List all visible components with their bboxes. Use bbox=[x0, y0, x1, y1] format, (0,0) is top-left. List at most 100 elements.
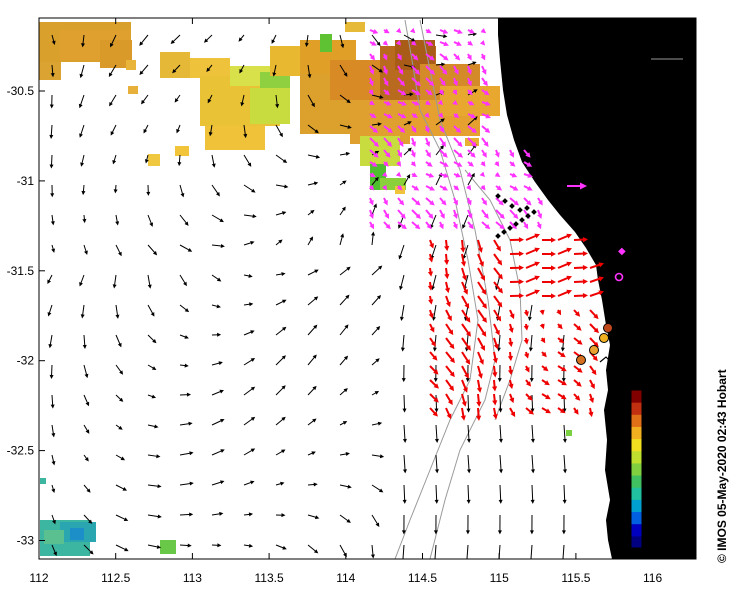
model-arrow bbox=[112, 154, 117, 165]
sst-cell bbox=[128, 86, 138, 94]
radar-arrow bbox=[383, 161, 389, 167]
model-arrow bbox=[307, 181, 319, 186]
model-arrow bbox=[402, 454, 407, 474]
radar-arrow bbox=[477, 239, 483, 253]
model-arrow bbox=[275, 544, 287, 550]
model-arrow bbox=[79, 124, 85, 138]
radar-arrow bbox=[425, 89, 433, 96]
ship-marker bbox=[576, 355, 586, 365]
model-arrow bbox=[307, 385, 317, 396]
radar-arrow bbox=[424, 125, 430, 134]
model-arrow bbox=[211, 361, 223, 366]
radar-arrow bbox=[369, 65, 375, 75]
radar-arrow bbox=[541, 251, 556, 257]
radar-arrow bbox=[425, 161, 433, 167]
model-legend-arrow bbox=[557, 132, 575, 138]
radar-arrow bbox=[369, 221, 375, 230]
colorbar-tick-label: 19 bbox=[647, 457, 659, 469]
model-arrow bbox=[147, 544, 162, 549]
radar-arrow bbox=[429, 323, 435, 333]
radar-arrow bbox=[557, 247, 572, 255]
radar-arrow bbox=[493, 323, 500, 336]
radar-arrow bbox=[445, 295, 451, 308]
radar-arrow bbox=[509, 149, 514, 158]
radar-arrow bbox=[480, 53, 486, 61]
glider-position bbox=[501, 229, 507, 235]
model-arrow bbox=[115, 244, 122, 257]
radar-arrow bbox=[467, 89, 473, 96]
radar-arrow bbox=[477, 295, 487, 309]
model-arrow bbox=[147, 424, 159, 429]
model-arrow bbox=[179, 184, 185, 198]
model-arrow bbox=[115, 304, 120, 319]
model-arrow bbox=[83, 454, 89, 462]
model-arrow bbox=[115, 514, 129, 521]
model-arrow bbox=[275, 355, 286, 366]
radar-arrow bbox=[573, 264, 588, 271]
radar-arrow bbox=[445, 393, 453, 406]
radar-arrow bbox=[525, 261, 540, 269]
model-arrow bbox=[81, 184, 86, 196]
model-arrow bbox=[240, 94, 245, 107]
radar-arrow bbox=[429, 351, 438, 361]
model-arrow bbox=[371, 454, 385, 459]
radar-arrow bbox=[425, 28, 432, 34]
radar-arrow bbox=[369, 40, 377, 46]
radar-arrow bbox=[368, 89, 374, 96]
model-arrow bbox=[399, 274, 405, 291]
model-arrow bbox=[275, 513, 286, 518]
lat-tick-label: -30.5 bbox=[7, 84, 35, 98]
model-arrow bbox=[147, 274, 152, 289]
radar-arrow bbox=[589, 309, 599, 320]
radar-arrow bbox=[509, 185, 519, 191]
radar-arrow bbox=[477, 351, 484, 365]
radar-arrow bbox=[461, 379, 468, 393]
model-arrow bbox=[371, 94, 384, 99]
model-arrow bbox=[179, 543, 192, 548]
radar-arrow bbox=[439, 161, 449, 167]
radar-arrow bbox=[480, 184, 486, 191]
radar-arrow bbox=[494, 172, 501, 178]
model-arrow bbox=[51, 544, 57, 556]
model-arrow bbox=[206, 64, 213, 72]
radar-arrow bbox=[557, 289, 572, 297]
radar-arrow bbox=[383, 221, 391, 230]
radar-arrow bbox=[466, 65, 472, 75]
model-arrow bbox=[147, 334, 157, 344]
radar-arrow bbox=[537, 209, 543, 219]
model-arrow bbox=[275, 124, 283, 138]
model-arrow bbox=[371, 122, 382, 127]
radar-arrow bbox=[383, 149, 391, 158]
colorbar-caption: 4h comp, p50, All Sats bbox=[648, 438, 660, 548]
sst-cell bbox=[345, 22, 365, 32]
radar-legend-line2: (4-12h avg) noQC bbox=[557, 157, 645, 169]
radar-arrow bbox=[429, 407, 438, 417]
model-arrow bbox=[83, 364, 89, 379]
model-arrow bbox=[403, 173, 411, 186]
model-arrow bbox=[110, 124, 117, 136]
radar-arrow bbox=[492, 407, 498, 420]
model-arrow bbox=[211, 449, 225, 456]
radar-arrow bbox=[477, 309, 487, 323]
model-arrow bbox=[239, 64, 245, 74]
radar-arrow bbox=[525, 247, 540, 255]
radar-arrow bbox=[467, 161, 474, 167]
radar-arrow bbox=[589, 290, 604, 297]
sst-cell bbox=[566, 430, 572, 436]
colorbar-segment bbox=[631, 487, 642, 500]
radar-arrow bbox=[481, 125, 491, 134]
radar-arrow bbox=[539, 323, 545, 330]
lat-tick-label: -31.5 bbox=[7, 264, 35, 278]
colorbar-segment bbox=[631, 390, 642, 403]
model-arrow bbox=[243, 330, 255, 336]
model-arrow bbox=[466, 394, 471, 413]
colorbar-segment bbox=[631, 450, 642, 464]
model-arrow bbox=[203, 34, 213, 43]
model-arrow bbox=[47, 304, 53, 317]
longitude-axis: 112 112.5 113 113.5 114 114.5 115 115.5 116 bbox=[29, 18, 662, 585]
sst-cell bbox=[320, 34, 332, 52]
lon-tick-label: 116 bbox=[643, 571, 662, 585]
model-arrow bbox=[370, 544, 375, 559]
model-arrow bbox=[275, 416, 286, 426]
radar-arrow bbox=[589, 365, 597, 376]
